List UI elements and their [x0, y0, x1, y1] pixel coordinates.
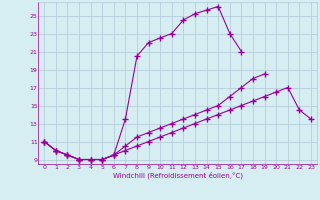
X-axis label: Windchill (Refroidissement éolien,°C): Windchill (Refroidissement éolien,°C) [113, 171, 243, 179]
